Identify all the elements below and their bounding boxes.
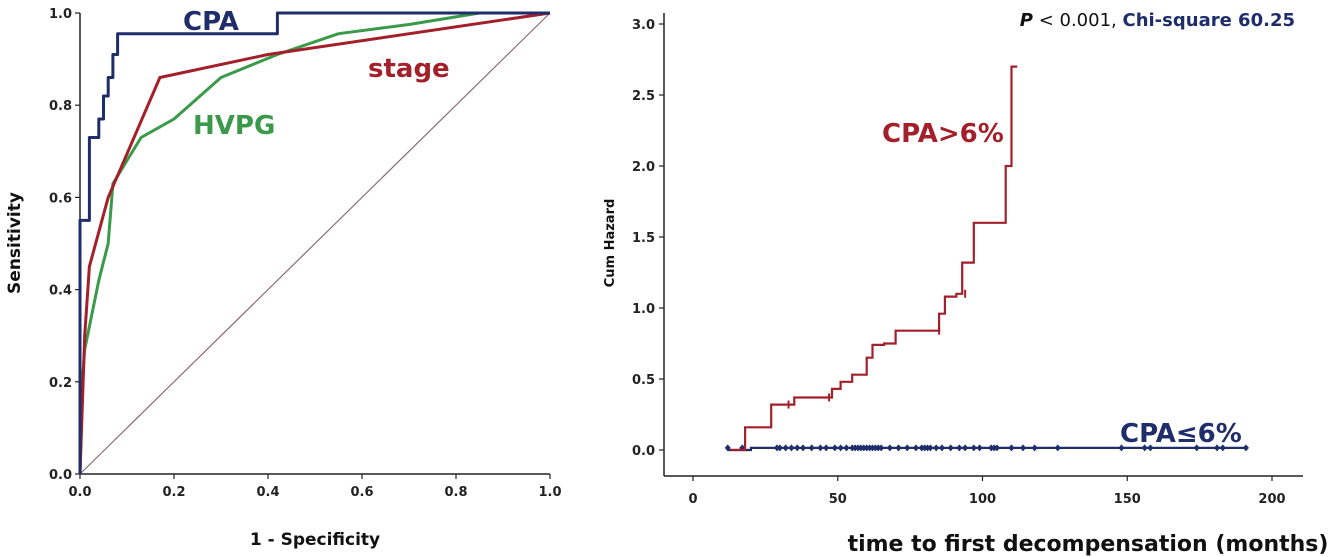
censor-mark-low	[1193, 444, 1200, 452]
censor-mark-low	[976, 444, 983, 452]
roc-y-axis-label: Sensitivity	[5, 192, 25, 294]
roc-reference-line	[79, 12, 551, 475]
hazard-y-tick-label: 0.5	[632, 373, 655, 388]
roc-y-tick-label: 0.6	[49, 191, 72, 206]
censor-mark-low	[1141, 444, 1148, 452]
hazard-x-axis-label: time to first decompensation (months)	[848, 532, 1329, 557]
censor-mark-low	[788, 444, 795, 452]
censor-mark-low	[831, 444, 838, 452]
hazard-y-tick-label: 0.0	[632, 444, 655, 459]
censor-mark-low	[956, 444, 963, 452]
roc-y-tick-label: 0.4	[49, 284, 72, 299]
censor-mark-low	[843, 444, 850, 452]
roc-x-tick-label: 0.2	[162, 485, 185, 500]
roc-x-axis-label: 1 - Specificity	[250, 530, 380, 550]
hazard-y-ticks: 0.0 0.5 1.0 1.5 2.0 2.5 3.0	[632, 18, 664, 459]
censor-mark-low	[1242, 444, 1249, 452]
hazard-cpa-low-label: CPA≤6%	[1120, 419, 1242, 449]
censor-mark-low	[895, 444, 902, 452]
censor-mark-low	[800, 444, 807, 452]
censor-mark-low	[837, 444, 844, 452]
censor-mark-low	[817, 444, 824, 452]
hazard-chart: 0 50 100 150 200 0.0 0.5 1.0 1.5 2.0 2.5 3.0 time …	[603, 10, 1328, 557]
hazard-y-tick-label: 3.0	[632, 18, 655, 33]
roc-chart: 0.0 0.2 0.4 0.6 0.8 1.0 0.0 0.2 0.4 0.6 0.8 1.0 1 …	[5, 7, 562, 550]
censor-mark-low	[938, 444, 945, 452]
censor-mark-low	[886, 444, 893, 452]
hazard-x-tick-label: 200	[1258, 492, 1285, 507]
hazard-line-cpa-high	[730, 65, 1018, 452]
hazard-axes	[663, 13, 1303, 477]
roc-y-tick-label: 0.2	[49, 376, 72, 391]
censor-mark-low	[1008, 444, 1015, 452]
hazard-x-tick-label: 50	[829, 492, 847, 507]
roc-y-tick-label: 0.8	[49, 99, 72, 114]
censor-mark-low	[776, 444, 783, 452]
censor-mark-low	[912, 444, 919, 452]
roc-x-tick-label: 1.0	[538, 485, 561, 500]
roc-x-tick-label: 0.4	[256, 485, 279, 500]
censor-mark-low	[724, 444, 731, 452]
roc-y-tick-label: 0.0	[49, 468, 72, 483]
roc-x-tick-label: 0.0	[68, 485, 91, 500]
roc-series	[78, 11, 551, 475]
hazard-x-tick-label: 100	[969, 492, 996, 507]
censor-mark-low	[823, 444, 830, 452]
hazard-y-tick-label: 1.5	[632, 231, 655, 246]
hazard-x-tick-label: 150	[1114, 492, 1141, 507]
censor-mark-low	[970, 444, 977, 452]
censor-mark-low	[1147, 444, 1154, 452]
hazard-y-axis-label: Cum Hazard	[603, 199, 618, 288]
censor-mark-low	[1213, 444, 1220, 452]
censor-mark-low	[962, 444, 969, 452]
hazard-y-tick-label: 1.0	[632, 302, 655, 317]
censor-mark-low	[794, 444, 801, 452]
censor-mark-low	[782, 444, 789, 452]
censor-mark-low	[933, 444, 940, 452]
roc-y-tick-label: 1.0	[49, 7, 72, 22]
roc-y-ticks: 0.0 0.2 0.4 0.6 0.8 1.0	[49, 7, 80, 483]
roc-stage-label: stage	[368, 54, 450, 84]
censor-mark-low	[927, 444, 934, 452]
stat-p-value: < 0.001,	[1033, 10, 1123, 31]
hazard-x-tick-label: 0	[688, 492, 697, 507]
hazard-cpa-high-label: CPA>6%	[882, 119, 1004, 149]
hazard-x-ticks: 0 50 100 150 200	[688, 476, 1286, 507]
censor-mark-low	[904, 444, 911, 452]
hazard-series	[724, 65, 1249, 452]
roc-x-tick-label: 0.8	[444, 485, 467, 500]
censor-mark-low	[1020, 444, 1027, 452]
stat-p-label: P	[1020, 10, 1033, 31]
censor-mark-low	[993, 444, 1000, 452]
censor-mark-low	[1054, 444, 1061, 452]
stat-chi-square: Chi-square 60.25	[1122, 10, 1295, 31]
censor-mark-low	[878, 444, 885, 452]
roc-line-stage	[78, 11, 551, 475]
hazard-stat-annotation: P < 0.001, Chi-square 60.25	[1020, 10, 1295, 31]
roc-x-ticks: 0.0 0.2 0.4 0.6 0.8 1.0	[68, 474, 562, 500]
roc-line-cpa	[78, 11, 550, 474]
censor-mark-low	[808, 444, 815, 452]
censor-mark-low	[947, 444, 954, 452]
roc-cpa-label: CPA	[183, 7, 239, 37]
hazard-y-tick-label: 2.0	[632, 160, 655, 175]
censor-mark-low	[1219, 444, 1226, 452]
roc-hvpg-label: HVPG	[193, 111, 275, 141]
censor-mark-low	[1118, 444, 1125, 452]
hazard-y-tick-label: 2.5	[632, 89, 655, 104]
censor-mark-low	[1031, 444, 1038, 452]
roc-x-tick-label: 0.6	[350, 485, 373, 500]
